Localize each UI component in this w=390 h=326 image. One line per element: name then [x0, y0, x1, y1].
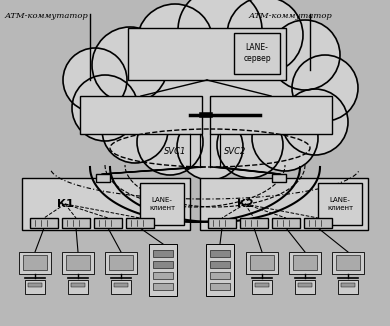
Circle shape	[217, 112, 283, 178]
Text: SVC1: SVC1	[164, 147, 186, 156]
Bar	[272, 218, 300, 228]
Bar	[240, 218, 268, 228]
Circle shape	[72, 75, 138, 141]
Bar	[210, 261, 230, 268]
Bar	[28, 283, 42, 287]
Circle shape	[177, 114, 243, 180]
Circle shape	[178, 0, 262, 72]
Bar	[295, 280, 315, 294]
Bar	[23, 255, 47, 270]
Bar	[111, 280, 131, 294]
Bar	[318, 183, 362, 225]
Bar	[25, 280, 45, 294]
Bar	[62, 252, 94, 274]
Text: АТМ-коммутатор: АТМ-коммутатор	[248, 12, 332, 20]
Bar	[149, 244, 177, 296]
Bar	[96, 174, 110, 182]
Bar	[19, 252, 51, 274]
Bar	[30, 218, 58, 228]
Circle shape	[137, 4, 213, 80]
Text: АТМ-коммутатор: АТМ-коммутатор	[4, 12, 88, 20]
Bar	[114, 283, 128, 287]
Bar	[304, 218, 332, 228]
Bar	[80, 96, 202, 134]
Text: К1: К1	[57, 199, 73, 209]
Bar	[94, 218, 122, 228]
Bar	[246, 252, 278, 274]
Ellipse shape	[95, 45, 325, 145]
Bar	[206, 244, 234, 296]
Text: LANE-
клиент: LANE- клиент	[149, 198, 175, 211]
Bar	[210, 272, 230, 279]
Circle shape	[292, 55, 358, 121]
Bar	[153, 261, 173, 268]
Circle shape	[252, 105, 318, 171]
Bar	[252, 280, 272, 294]
Bar	[200, 178, 368, 230]
Bar	[62, 218, 90, 228]
Circle shape	[282, 89, 348, 155]
Bar	[332, 252, 364, 274]
Bar	[126, 218, 154, 228]
Bar	[293, 255, 317, 270]
Bar	[210, 250, 230, 257]
Bar	[109, 255, 133, 270]
Bar	[210, 283, 230, 290]
Text: SVC2: SVC2	[224, 147, 246, 156]
Bar	[128, 28, 286, 80]
Bar	[153, 250, 173, 257]
Bar	[153, 283, 173, 290]
Bar	[140, 183, 184, 225]
Bar	[336, 255, 360, 270]
Circle shape	[102, 97, 168, 163]
Circle shape	[227, 0, 303, 73]
Bar	[298, 283, 312, 287]
Bar	[255, 283, 269, 287]
Bar	[105, 252, 137, 274]
Bar	[71, 283, 85, 287]
Bar	[289, 252, 321, 274]
Circle shape	[270, 20, 340, 90]
Bar	[153, 272, 173, 279]
Text: LANE-
клиент: LANE- клиент	[327, 198, 353, 211]
Bar	[338, 280, 358, 294]
Text: К2: К2	[237, 199, 254, 209]
Bar	[208, 218, 236, 228]
Bar	[66, 255, 90, 270]
Circle shape	[137, 109, 203, 175]
Bar	[272, 174, 286, 182]
Bar	[68, 280, 88, 294]
Bar	[341, 283, 355, 287]
Bar	[22, 178, 190, 230]
Text: LANE-
сервер: LANE- сервер	[243, 43, 271, 63]
Bar	[210, 96, 332, 134]
Bar	[250, 255, 274, 270]
Circle shape	[63, 48, 127, 112]
Bar	[234, 33, 280, 74]
Circle shape	[92, 27, 168, 103]
